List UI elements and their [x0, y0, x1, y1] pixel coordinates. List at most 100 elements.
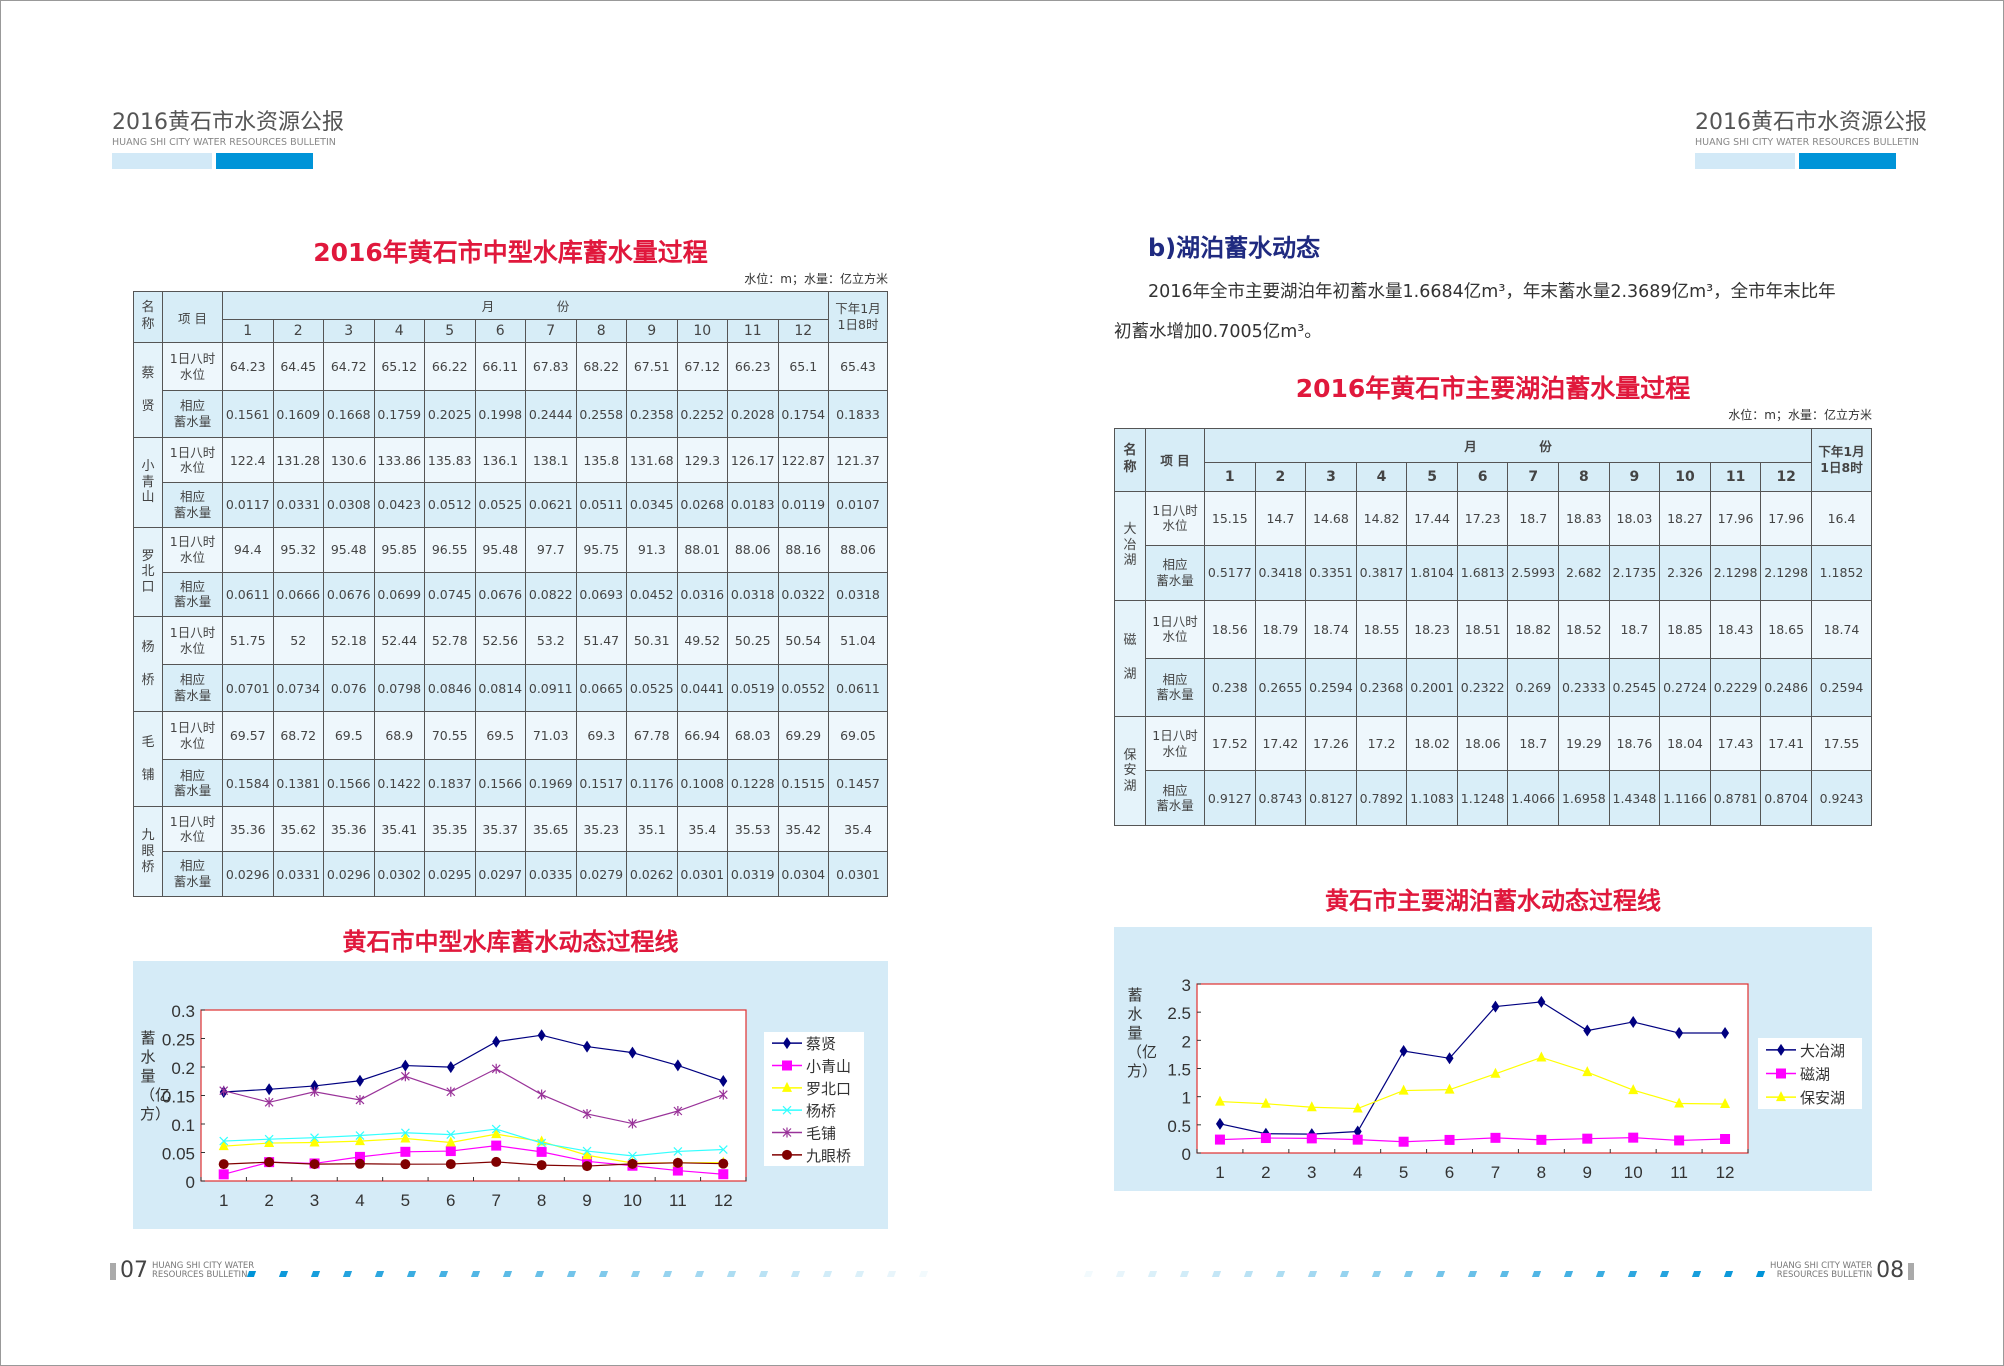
legend-marker [782, 1081, 792, 1092]
storage-cell: 0.0296 [323, 851, 375, 897]
level-cell: 126.17 [727, 437, 779, 484]
y-tick-label: 0.25 [162, 1031, 195, 1050]
storage-cell: 0.0452 [626, 571, 678, 618]
level-cell: 18.76 [1608, 715, 1661, 772]
y-tick-label: 2.5 [1167, 1004, 1191, 1023]
storage-cell: 1.4066 [1507, 770, 1560, 826]
storage-cell: 0.5177 [1204, 545, 1256, 601]
storage-label: 相应 蓄水量 [1145, 657, 1205, 717]
level-cell: 35.65 [525, 806, 577, 853]
storage-cell: 1.1083 [1406, 770, 1458, 826]
data-point [264, 1157, 275, 1168]
level-cell: 18.02 [1406, 715, 1458, 772]
storage-cell: 0.1457 [828, 758, 888, 808]
series-line [223, 1128, 724, 1157]
level-cell: 94.4 [222, 526, 274, 573]
level-cell: 66.22 [424, 342, 476, 391]
level-cell: 17.55 [1811, 715, 1872, 772]
data-point [537, 1089, 547, 1100]
level-cell: 18.06 [1456, 715, 1509, 772]
storage-cell: 0.0301 [828, 851, 888, 897]
month-col-header: 11 [1709, 461, 1762, 492]
data-point [536, 1160, 547, 1171]
level-cell: 70.55 [424, 711, 476, 760]
storage-cell: 0.1176 [626, 758, 678, 808]
storage-cell: 0.2252 [676, 389, 728, 439]
level-cell: 121.37 [828, 437, 888, 484]
storage-cell: 0.0262 [626, 851, 678, 897]
table-row-storage: 相应 蓄水量 0.1584 0.1381 0.1566 0.1422 0.1837 0.15… [134, 758, 888, 808]
storage-label: 相应 蓄水量 [162, 389, 223, 439]
data-point [1214, 1134, 1225, 1145]
level-cell: 95.85 [373, 526, 425, 573]
legend-marker [782, 1149, 792, 1160]
storage-cell: 0.0297 [474, 851, 526, 897]
x-tick-label: 8 [537, 1191, 546, 1210]
level-cell: 65.1 [777, 342, 829, 391]
storage-cell: 0.1833 [828, 389, 888, 439]
month-col-header: 6 [1456, 461, 1509, 492]
series-毛铺 [219, 1063, 728, 1129]
table-row-storage: 相应 蓄水量 0.1561 0.1609 0.1668 0.1759 0.2025 0.19… [134, 389, 888, 439]
footer-bar [1908, 1262, 1915, 1280]
storage-cell: 0.2368 [1355, 657, 1408, 717]
storage-cell: 0.2558 [575, 389, 627, 439]
footer-bar [110, 1262, 116, 1280]
level-cell: 18.23 [1406, 599, 1458, 659]
table-row-level: 蔡贤 1日八时 水位 64.23 64.45 64.72 65.12 66.22 66.11 6… [133, 342, 888, 439]
storage-cell: 0.0117 [222, 482, 274, 528]
storage-cell: 0.1998 [474, 389, 526, 439]
legend-marker [1777, 1043, 1785, 1056]
row-name: 九眼桥 [133, 806, 163, 897]
data-point [400, 1132, 411, 1143]
level-cell: 18.79 [1254, 599, 1307, 659]
level-cell: 95.32 [272, 526, 324, 573]
data-point [491, 1156, 502, 1167]
x-tick-label: 11 [1670, 1163, 1688, 1182]
data-point [491, 1063, 501, 1074]
x-tick-label: 6 [446, 1191, 455, 1210]
level-cell: 67.51 [626, 342, 678, 391]
level-cell: 16.4 [1811, 490, 1872, 547]
level-cell: 69.5 [474, 711, 526, 760]
storage-cell: 0.0745 [424, 571, 476, 618]
level-cell: 14.7 [1254, 490, 1307, 547]
legend-label: 蔡贤 [806, 1035, 836, 1053]
paragraph-line-2: 初蓄水增加0.7005亿m³。 [1114, 322, 1322, 342]
storage-cell: 0.0611 [828, 663, 888, 713]
data-point [1628, 1084, 1639, 1095]
x-tick-label: 10 [623, 1191, 642, 1210]
month-col-header: 12 [777, 318, 829, 344]
level-cell: 69.57 [222, 711, 274, 760]
level-cell: 135.83 [424, 437, 476, 484]
level-cell: 35.62 [272, 806, 324, 853]
storage-cell: 2.326 [1659, 545, 1711, 601]
reservoir-storage-table: 名称项 目月 份下年1月1日8时 1 2 3 4 5 6 7 8 9 10 11 12 蔡贤 1日八时 水位… [133, 290, 888, 897]
month-col-header: 9 [1608, 461, 1661, 492]
data-point [628, 1118, 637, 1129]
level-cell: 18.04 [1659, 715, 1711, 772]
y-axis-label: 蓄水量（亿方） [140, 1029, 171, 1123]
month-col-header: 12 [1760, 461, 1812, 492]
table-row-storage: 相应 蓄水量 0.0611 0.0666 0.0676 0.0699 0.0745 0.06… [134, 571, 888, 618]
storage-cell: 0.0107 [828, 482, 888, 528]
storage-cell: 2.682 [1558, 545, 1610, 601]
level-cell: 50.31 [626, 616, 678, 665]
storage-cell: 0.1517 [575, 758, 627, 808]
y-tick-label: 0 [1182, 1145, 1191, 1164]
storage-cell: 0.1837 [424, 758, 476, 808]
storage-cell: 0.1759 [373, 389, 425, 439]
legend-label: 大冶湖 [1800, 1042, 1845, 1060]
reservoir-chart-title: 黄石市中型水库蓄水动态过程线 [342, 928, 679, 956]
row-name: 小青山 [133, 437, 163, 528]
data-point [628, 1046, 637, 1059]
storage-cell: 0.1566 [323, 758, 375, 808]
data-point [582, 1108, 592, 1119]
section-heading: b)湖泊蓄水动态 [1148, 234, 1321, 262]
storage-cell: 0.2028 [727, 389, 779, 439]
level-cell: 95.48 [474, 526, 526, 573]
data-point [1721, 1027, 1730, 1040]
series-杨桥 [219, 1124, 728, 1161]
table-row-level: 杨桥 1日八时 水位 51.75 52 52.18 52.44 52.78 52.56 53.2… [133, 616, 888, 713]
legend-label: 罗北口 [806, 1080, 851, 1098]
